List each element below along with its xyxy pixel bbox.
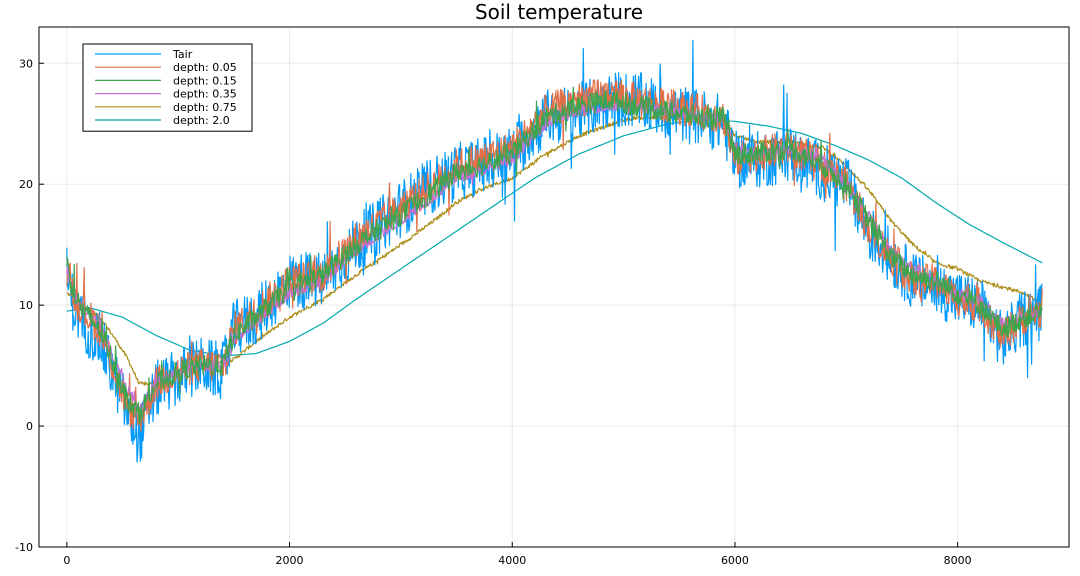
- x-tick-label: 8000: [944, 554, 972, 567]
- x-tick-label: 2000: [276, 554, 304, 567]
- x-tick-label: 0: [63, 554, 70, 567]
- legend-label: depth: 0.05: [173, 61, 237, 74]
- y-tick-label: 30: [19, 57, 33, 70]
- chart-title: Soil temperature: [475, 0, 643, 24]
- legend-label: depth: 0.35: [173, 88, 237, 101]
- axis-ticks: 0 2000 4000 6000 8000 -10 0 10 20 30: [15, 57, 972, 567]
- y-tick-label: -10: [15, 541, 33, 554]
- series-lines: [66, 39, 1043, 463]
- legend-label: depth: 0.15: [173, 74, 237, 87]
- y-tick-label: 10: [19, 299, 33, 312]
- plot-area-frame: [38, 26, 1070, 548]
- y-tick-label: 0: [26, 420, 33, 433]
- y-tick-label: 20: [19, 178, 33, 191]
- legend-label: depth: 2.0: [173, 114, 230, 127]
- legend-label: depth: 0.75: [173, 101, 237, 114]
- series-line-5: [66, 119, 1043, 357]
- x-tick-label: 6000: [721, 554, 749, 567]
- legend-label: Tair: [172, 48, 193, 61]
- series-line-2: [66, 86, 1043, 424]
- x-tick-label: 4000: [498, 554, 526, 567]
- legend-box: [82, 43, 253, 132]
